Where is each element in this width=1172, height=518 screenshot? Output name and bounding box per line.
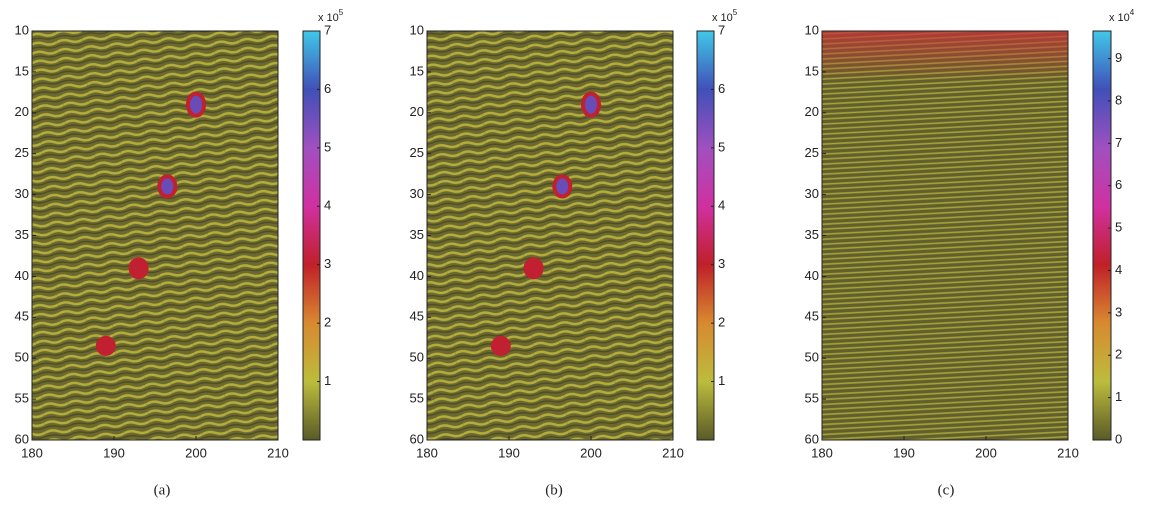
colorbar-tick-label: 1: [718, 373, 725, 388]
y-tick-label: 50: [410, 350, 424, 365]
hotspot: [581, 91, 601, 118]
y-tick-label: 60: [410, 431, 424, 446]
hotspot: [186, 91, 206, 118]
colorbar-tick-label: 6: [1115, 177, 1122, 192]
y-tick-label: 40: [15, 268, 29, 283]
heatmap-noise: [822, 31, 1068, 81]
colorbar-exponent: x 104: [1109, 8, 1135, 24]
x-tick-label: 180: [811, 445, 833, 460]
exponent-base: x 10: [318, 12, 339, 24]
hotspot: [157, 174, 178, 199]
colorbar-exponent: x 105: [712, 8, 738, 24]
hotspot: [490, 335, 511, 356]
colorbar: [302, 30, 321, 441]
y-tick-label: 45: [15, 309, 29, 324]
exponent-power: 5: [733, 8, 738, 17]
y-tick-label: 35: [805, 227, 819, 242]
colorbar-tick-label: 6: [324, 81, 331, 96]
colorbar-tick-label: 9: [1115, 50, 1122, 65]
x-tick-label: 210: [267, 445, 289, 460]
colorbar-tick-label: 1: [324, 373, 331, 388]
colorbar-tick-label: 5: [718, 139, 725, 154]
hotspot: [128, 257, 149, 280]
colorbar-tick-label: 2: [324, 315, 331, 330]
colorbar-tick-label: 4: [718, 198, 725, 213]
x-tick-label: 210: [1057, 445, 1079, 460]
x-tick-label: 200: [580, 445, 602, 460]
y-tick-label: 30: [15, 186, 29, 201]
colorbar-exponent: x 105: [318, 8, 344, 24]
colorbar-tick-label: 7: [324, 22, 331, 37]
y-tick-label: 55: [410, 391, 424, 406]
x-tick-label: 190: [498, 445, 520, 460]
y-tick-label: 55: [805, 391, 819, 406]
colorbar-tick-label: 7: [1115, 135, 1122, 150]
x-tick-label: 200: [975, 445, 997, 460]
colorbar-tick-label: 2: [1115, 347, 1122, 362]
y-tick-label: 20: [410, 104, 424, 119]
y-tick-label: 35: [410, 227, 424, 242]
y-tick-label: 10: [15, 22, 29, 37]
colorbar-tick-label: 6: [718, 81, 725, 96]
y-tick-label: 25: [15, 145, 29, 160]
heatmap-image: [822, 31, 1068, 440]
colorbar-tick-label: 0: [1115, 431, 1122, 446]
y-tick-label: 15: [410, 63, 424, 78]
colorbar-tick-label: 4: [324, 198, 331, 213]
x-tick-label: 200: [185, 445, 207, 460]
exponent-power: 5: [339, 8, 344, 17]
y-tick-label: 50: [15, 350, 29, 365]
caption: (c): [938, 482, 955, 498]
caption: (b): [545, 482, 563, 498]
y-tick-label: 60: [15, 431, 29, 446]
colorbar: [696, 30, 715, 441]
colorbar-tick-label: 1: [1115, 389, 1122, 404]
x-tick-label: 210: [662, 445, 684, 460]
y-tick-label: 35: [15, 227, 29, 242]
exponent-base: x 10: [1109, 12, 1130, 24]
y-tick-label: 55: [15, 391, 29, 406]
colorbar-tick-label: 3: [1115, 304, 1122, 319]
y-tick-label: 60: [805, 431, 819, 446]
y-tick-label: 20: [805, 104, 819, 119]
y-tick-label: 20: [15, 104, 29, 119]
exponent-base: x 10: [712, 12, 733, 24]
y-tick-label: 40: [805, 268, 819, 283]
colorbar-tick-label: 5: [324, 139, 331, 154]
hotspot: [552, 174, 573, 199]
y-tick-label: 45: [805, 309, 819, 324]
x-tick-label: 180: [416, 445, 438, 460]
colorbar-tick-label: 3: [324, 256, 331, 271]
x-tick-label: 190: [103, 445, 125, 460]
y-tick-label: 45: [410, 309, 424, 324]
y-tick-label: 15: [15, 63, 29, 78]
exponent-power: 4: [1130, 8, 1135, 17]
y-tick-label: 25: [410, 145, 424, 160]
caption: (a): [154, 482, 171, 498]
y-tick-label: 10: [805, 22, 819, 37]
colorbar-tick-label: 4: [1115, 262, 1122, 277]
heatmap-image: [427, 31, 673, 440]
y-tick-label: 15: [805, 63, 819, 78]
colorbar: [1092, 30, 1112, 441]
colorbar-tick-label: 3: [718, 256, 725, 271]
y-tick-label: 50: [805, 350, 819, 365]
y-tick-label: 30: [410, 186, 424, 201]
colorbar-tick-label: 5: [1115, 220, 1122, 235]
colorbar-tick-label: 7: [718, 22, 725, 37]
colorbar-tick-label: 8: [1115, 92, 1122, 107]
y-tick-label: 10: [410, 22, 424, 37]
colorbar-tick-label: 2: [718, 315, 725, 330]
hotspot: [95, 335, 116, 356]
y-tick-label: 25: [805, 145, 819, 160]
x-tick-label: 190: [893, 445, 915, 460]
y-tick-label: 40: [410, 268, 424, 283]
hotspot: [523, 257, 544, 280]
x-tick-label: 180: [21, 445, 43, 460]
y-tick-label: 30: [805, 186, 819, 201]
heatmap-image: [32, 31, 278, 440]
